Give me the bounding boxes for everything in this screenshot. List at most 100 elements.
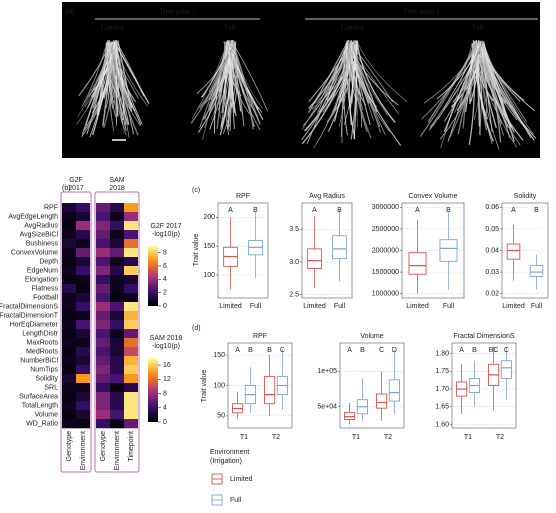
y-tick-label: 2000000 xyxy=(372,247,399,254)
heat-cell xyxy=(110,221,124,231)
heat-cell xyxy=(62,356,76,366)
heat-cell xyxy=(62,239,76,249)
row-label: RPF xyxy=(44,204,58,211)
row-label: SurfaceArea xyxy=(19,393,58,400)
significance-letter: A xyxy=(228,207,233,214)
heat-cell xyxy=(76,302,90,312)
heat-cell xyxy=(110,401,124,411)
root-image xyxy=(190,39,268,140)
condition-label: Limited xyxy=(101,24,124,32)
heat-cell xyxy=(124,329,138,339)
heat-cell xyxy=(62,275,76,285)
heat-cell xyxy=(76,284,90,294)
plot-title: RPF xyxy=(253,333,267,340)
significance-letter: A xyxy=(347,347,352,354)
colorbar-tick-label: 8 xyxy=(163,250,167,257)
panel-label: (a) xyxy=(66,8,75,15)
heat-cell xyxy=(76,383,90,393)
x-tick-label: Limited xyxy=(406,303,429,310)
heat-cell xyxy=(62,329,76,339)
heat-cell xyxy=(62,266,76,276)
root-image xyxy=(301,39,408,149)
root xyxy=(478,40,509,128)
colorbar-tick-label: 0 xyxy=(163,303,167,310)
root xyxy=(334,45,355,111)
significance-letter: BC xyxy=(489,347,499,354)
heat-cell xyxy=(76,230,90,240)
root xyxy=(483,42,515,133)
heat-cell xyxy=(76,401,90,411)
heat-cell xyxy=(110,257,124,267)
heat-cell xyxy=(62,383,76,393)
heat-cell xyxy=(62,302,76,312)
heat-cell xyxy=(124,392,138,402)
row-label: NumberBiCl xyxy=(20,357,58,364)
root-image xyxy=(419,39,537,150)
heat-cell xyxy=(124,257,138,267)
heat-cell xyxy=(76,311,90,321)
heat-cell xyxy=(110,311,124,321)
root xyxy=(110,41,118,109)
heat-cell xyxy=(110,212,124,222)
heat-cell xyxy=(96,365,110,375)
heatmap-title: G2F xyxy=(69,177,83,184)
root xyxy=(308,40,356,103)
x-tick-label: Limited xyxy=(219,303,242,310)
y-tick-label: 1.70 xyxy=(435,386,449,393)
heat-cell xyxy=(76,212,90,222)
condition-label: Full xyxy=(472,24,483,32)
heat-cell xyxy=(96,275,110,285)
plot-title: RPF xyxy=(236,193,250,200)
heatmap-title: 2018 xyxy=(109,185,125,192)
heat-cell xyxy=(124,419,138,429)
y-tick-label: 100 xyxy=(213,382,225,389)
heat-cell xyxy=(124,401,138,411)
significance-letter: B xyxy=(248,347,253,354)
heatmap-title: 2017 xyxy=(68,185,84,192)
heat-cell xyxy=(62,212,76,222)
row-label: Volume xyxy=(35,411,58,418)
box xyxy=(529,265,544,277)
box xyxy=(500,360,512,379)
heat-cell xyxy=(62,257,76,267)
heat-cell xyxy=(110,239,124,249)
root xyxy=(116,45,118,127)
heatmap-frame xyxy=(94,191,140,473)
heat-cell xyxy=(96,329,110,339)
root xyxy=(326,43,349,102)
heat-cell xyxy=(124,293,138,303)
significance-letter: C xyxy=(280,347,285,354)
heat-cell xyxy=(76,275,90,285)
root xyxy=(84,40,116,104)
y-tick-label: 0.05 xyxy=(485,226,499,233)
row-label: NumTips xyxy=(30,366,58,373)
x-tick-label: T2 xyxy=(496,434,504,441)
row-label: Depth xyxy=(39,258,58,265)
heat-cell xyxy=(96,203,110,213)
y-tick-label: 1000000 xyxy=(372,291,399,298)
y-tick-label: 0.06 xyxy=(485,204,499,211)
heat-cell xyxy=(76,257,90,267)
heat-cell xyxy=(96,320,110,330)
x-tick-label: Full xyxy=(334,303,346,310)
column-label: Environment xyxy=(80,431,87,470)
colorbar-tick-label: 8 xyxy=(163,390,167,397)
significance-letter: A xyxy=(235,347,240,354)
row-label: AvgSizeBiCl xyxy=(20,231,59,238)
x-tick-label: Full xyxy=(531,303,543,310)
row-label: AvgEdgeLength xyxy=(8,213,58,220)
colorbar-tick-label: 2 xyxy=(163,290,167,297)
heat-cell xyxy=(110,365,124,375)
x-tick-label: T1 xyxy=(240,434,248,441)
x-tick-label: T1 xyxy=(352,434,360,441)
heat-cell xyxy=(110,293,124,303)
heat-cell xyxy=(110,302,124,312)
row-label: ConvexVolume xyxy=(11,249,58,256)
root xyxy=(232,44,254,130)
heat-cell xyxy=(76,338,90,348)
colorbar-title: -log10(p) xyxy=(152,231,180,238)
colorbar-tick-label: 4 xyxy=(163,405,167,412)
heat-cell xyxy=(76,293,90,303)
heat-cell xyxy=(124,365,138,375)
significance-letter: A xyxy=(459,347,464,354)
